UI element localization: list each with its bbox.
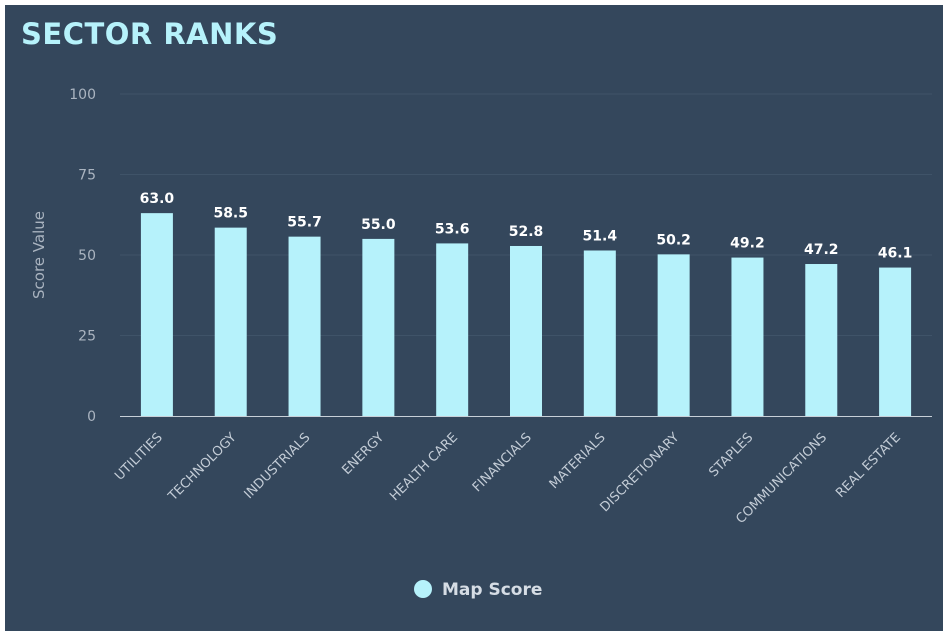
bar-communications	[805, 264, 838, 416]
bar-health-care	[436, 243, 469, 416]
data-label: 46.1	[878, 246, 913, 262]
y-tick-label: 50	[78, 248, 96, 264]
bar-real-estate	[879, 267, 912, 416]
x-tick-label: REAL ESTATE	[833, 430, 904, 501]
x-tick-label: TECHNOLOGY	[165, 430, 240, 505]
y-tick-label: 75	[78, 168, 96, 184]
legend-label: Map Score	[442, 580, 542, 600]
x-tick-label: ENERGY	[339, 430, 387, 478]
chart-title: SECTOR RANKS	[21, 17, 279, 51]
x-tick-label: MATERIALS	[547, 430, 609, 492]
x-tick-label: STAPLES	[706, 430, 756, 480]
bar-energy	[362, 238, 395, 416]
bar-staples	[731, 257, 764, 416]
bar-industrials	[288, 236, 321, 416]
data-label: 63.0	[140, 191, 175, 207]
data-label: 53.6	[435, 221, 470, 237]
x-tick-label: DISCRETIONARY	[597, 430, 682, 515]
y-tick-label: 25	[78, 329, 96, 345]
y-tick-label: 100	[69, 87, 96, 103]
x-tick-label: INDUSTRIALS	[242, 430, 314, 502]
x-tick-label: FINANCIALS	[470, 430, 535, 495]
bar-materials	[583, 250, 616, 416]
data-label: 55.0	[361, 217, 396, 233]
bar-technology	[214, 227, 247, 416]
y-tick-label: 0	[87, 409, 96, 425]
data-label: 52.8	[509, 224, 544, 240]
x-tick-label: UTILITIES	[112, 430, 165, 483]
bar-utilities	[140, 213, 173, 416]
bar-discretionary	[657, 254, 690, 416]
legend-marker	[414, 580, 432, 598]
data-label: 58.5	[213, 206, 248, 222]
data-label: 51.4	[583, 228, 618, 244]
data-label: 55.7	[287, 215, 322, 231]
y-axis-label: Score Value	[30, 211, 48, 299]
data-label: 49.2	[730, 236, 765, 252]
x-tick-label: HEALTH CARE	[387, 430, 461, 504]
data-label: 50.2	[656, 232, 691, 248]
data-label: 47.2	[804, 242, 839, 258]
bar-financials	[510, 245, 542, 416]
